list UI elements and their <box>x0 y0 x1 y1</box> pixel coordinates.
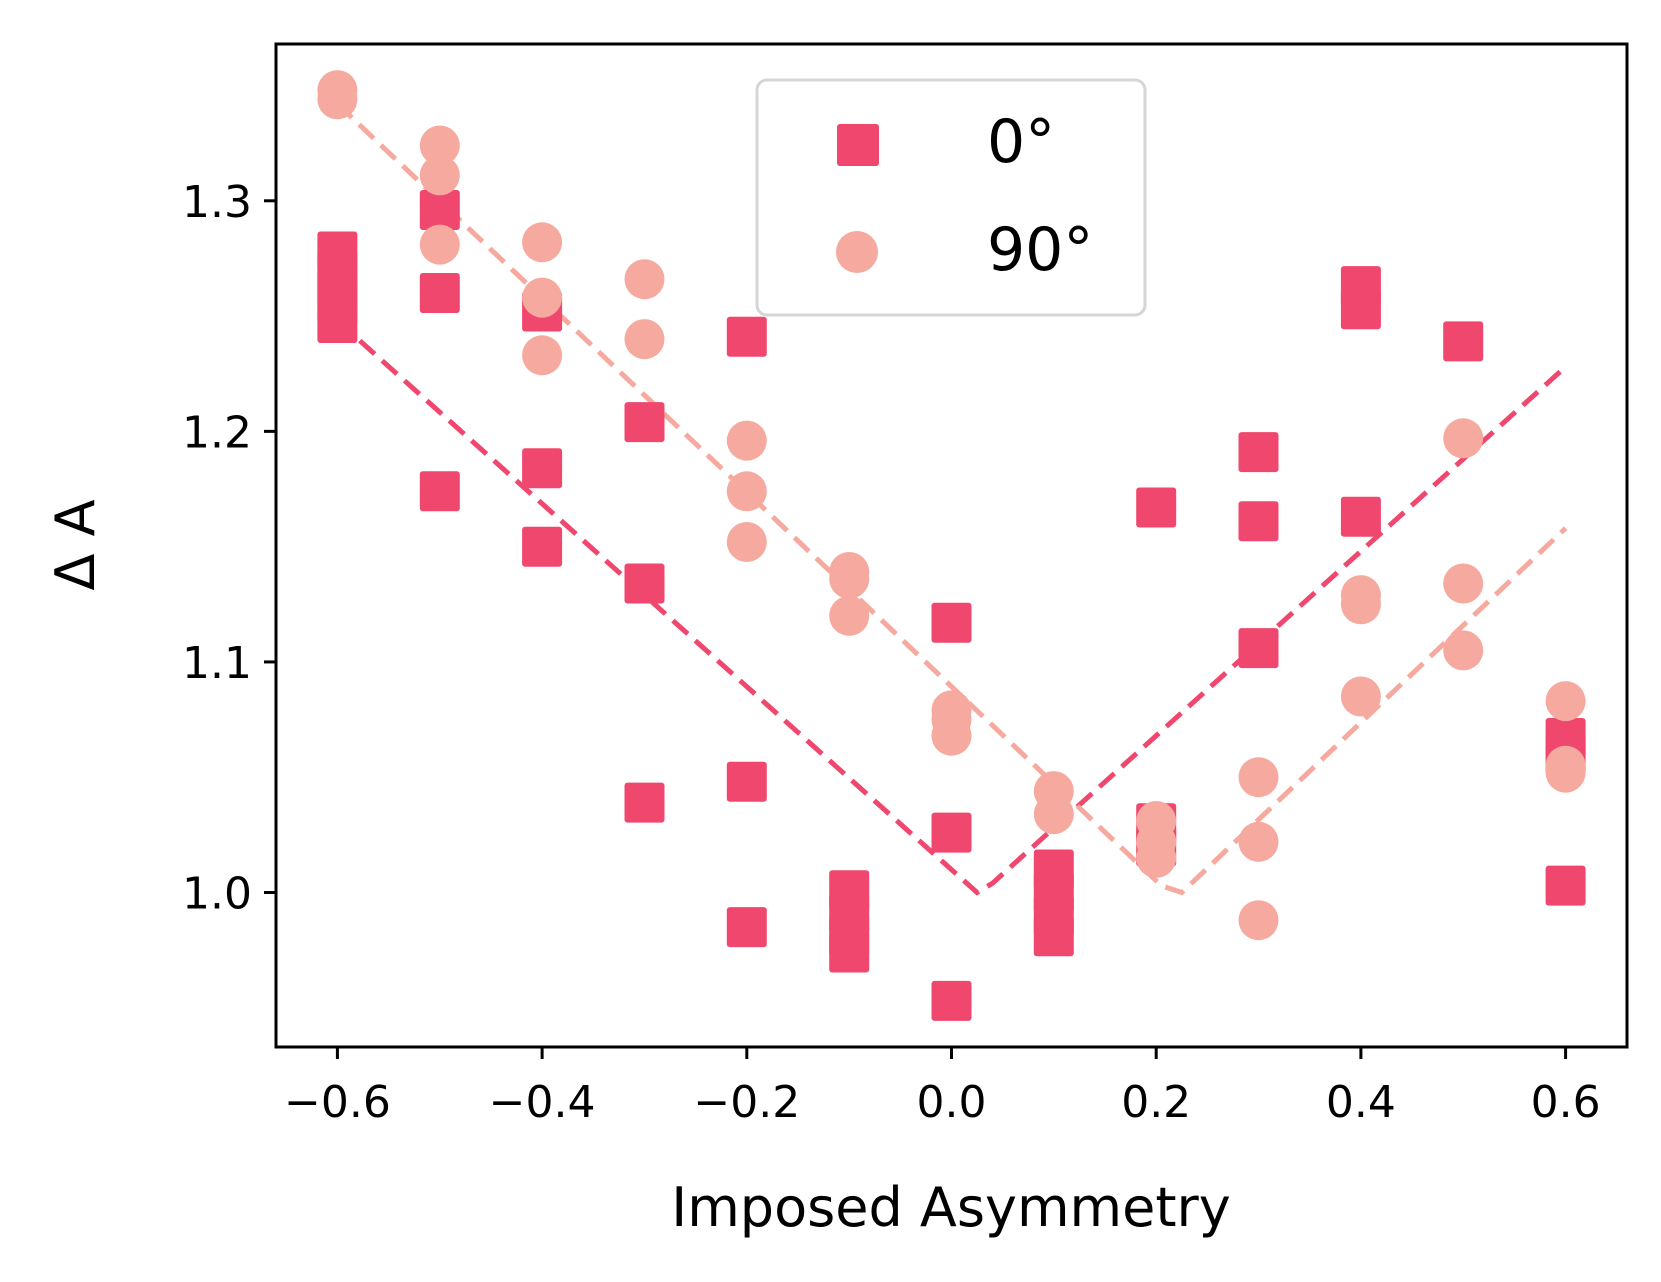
point-s1-28 <box>1340 584 1381 625</box>
point-s1-15 <box>829 595 870 636</box>
point-s0-13 <box>624 782 665 823</box>
point-s1-10 <box>726 420 767 461</box>
y-axis-ticks: 1.0 1.1 1.2 1.3 <box>182 177 276 920</box>
point-s1-12 <box>726 522 767 562</box>
y-tick-label-1: 1.1 <box>182 638 252 689</box>
x-tick-label-4: 0.2 <box>1121 1077 1191 1128</box>
x-tick-label-6: 0.6 <box>1531 1077 1601 1128</box>
point-s1-33 <box>1545 681 1586 722</box>
point-s0-14 <box>726 316 767 357</box>
legend: 0° 90° <box>755 78 1147 317</box>
point-s0-5 <box>419 190 460 230</box>
data-points <box>317 70 1586 1021</box>
point-s1-23 <box>1136 837 1177 878</box>
point-s0-23 <box>931 980 972 1021</box>
point-s1-14 <box>829 558 870 599</box>
point-s1-3 <box>419 155 460 196</box>
point-s1-30 <box>1443 418 1484 459</box>
point-s0-20 <box>829 932 870 973</box>
point-s1-32 <box>1443 630 1484 671</box>
legend-marker-0deg <box>837 124 879 166</box>
point-s0-22 <box>931 812 972 853</box>
y-tick-label-3: 1.3 <box>182 177 252 228</box>
point-s0-28 <box>1136 487 1177 528</box>
x-axis-label: Imposed Asymmetry <box>671 1176 1230 1239</box>
point-s0-35 <box>1340 289 1381 330</box>
point-s1-26 <box>1238 900 1279 941</box>
point-s1-25 <box>1238 821 1279 862</box>
x-axis-ticks: −0.6 −0.4 −0.2 0.0 0.2 0.4 0.6 <box>284 1047 1601 1128</box>
point-s0-33 <box>1238 628 1279 669</box>
point-s1-2 <box>419 125 460 166</box>
point-s1-9 <box>624 319 665 360</box>
point-s0-32 <box>1238 501 1279 542</box>
point-s1-4 <box>419 224 460 265</box>
point-s0-37 <box>1443 321 1484 362</box>
point-s1-20 <box>1033 794 1074 835</box>
point-s0-9 <box>522 448 563 489</box>
point-s0-6 <box>419 273 460 313</box>
point-s1-5 <box>522 222 563 263</box>
x-tick-label-3: 0.0 <box>917 1077 987 1128</box>
point-s0-12 <box>624 563 665 604</box>
point-s0-40 <box>1545 865 1586 906</box>
point-s0-16 <box>726 907 767 948</box>
point-s0-10 <box>522 526 563 567</box>
legend-label-0deg: 0° <box>987 107 1055 177</box>
point-s1-6 <box>522 277 563 318</box>
point-s1-35 <box>1545 752 1586 793</box>
x-tick-label-1: −0.4 <box>489 1077 596 1128</box>
y-tick-label-2: 1.2 <box>182 407 252 458</box>
y-tick-label-0: 1.0 <box>182 869 252 920</box>
point-s0-15 <box>726 761 767 802</box>
point-s1-1 <box>317 79 358 120</box>
x-tick-label-2: −0.2 <box>693 1077 800 1128</box>
point-s0-31 <box>1238 432 1279 473</box>
point-s0-36 <box>1340 496 1381 537</box>
point-s0-21 <box>931 602 972 643</box>
y-axis-label: Δ A <box>44 499 107 590</box>
point-s1-29 <box>1340 676 1381 717</box>
legend-marker-90deg <box>836 231 878 273</box>
point-s1-18 <box>931 715 972 756</box>
point-s1-7 <box>522 335 563 376</box>
point-s1-24 <box>1238 757 1279 798</box>
fit-line-0 <box>335 318 1568 896</box>
point-s1-11 <box>726 471 767 512</box>
point-s0-11 <box>624 402 665 443</box>
x-tick-label-5: 0.4 <box>1326 1077 1396 1128</box>
x-tick-label-0: −0.6 <box>284 1077 391 1128</box>
point-s1-8 <box>624 259 665 300</box>
legend-label-90deg: 90° <box>987 215 1093 285</box>
point-s0-27 <box>1033 916 1074 957</box>
point-s1-31 <box>1443 563 1484 604</box>
point-s0-4 <box>317 303 358 343</box>
point-s0-7 <box>419 471 460 512</box>
